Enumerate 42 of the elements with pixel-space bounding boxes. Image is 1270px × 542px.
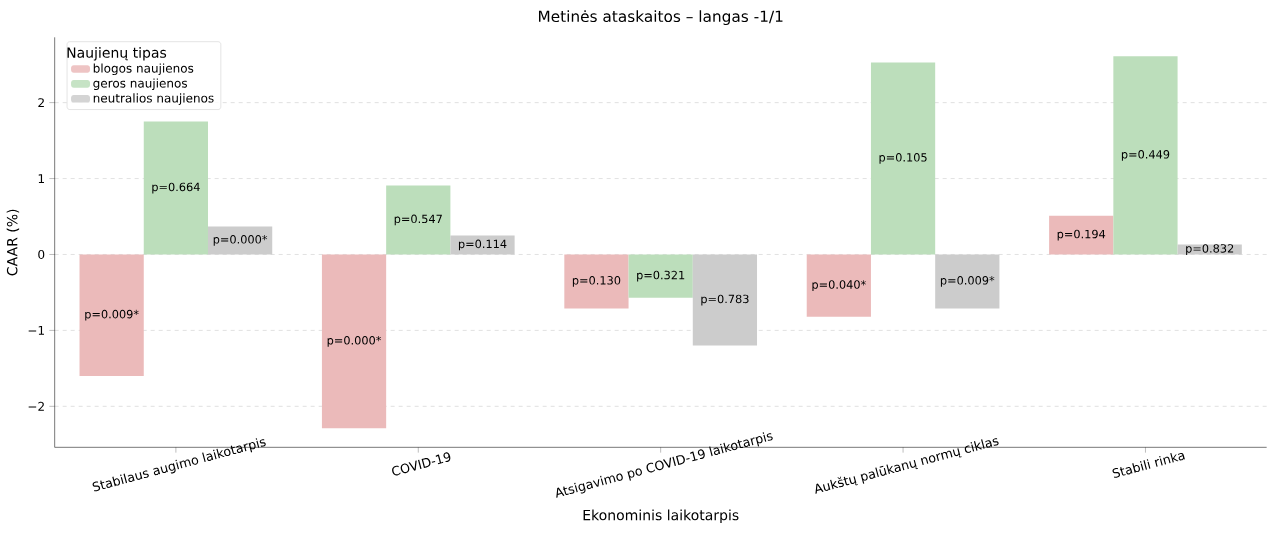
annotation: p=0.832 [1186,244,1234,255]
bar [79,254,144,376]
legend-label: geros naujienos [93,78,188,90]
chart-title: Metinės ataskaitos – langas -1/1 [538,10,783,26]
annotation: p=0.130 [572,276,621,287]
bar [692,254,758,346]
bar [935,254,1000,309]
annotation: p=0.547 [394,214,442,226]
bar [143,121,208,255]
annotation: p=0.114 [458,239,507,251]
annotation: p=0.009* [85,309,139,321]
y-tick-label: −2 [28,401,44,411]
legend-title: Naujienų tipas [67,47,167,61]
annotation: p=0.664 [152,182,200,194]
bar [806,254,871,317]
annotation: p=0.009* [940,276,995,287]
x-axis-title: Ekonominis laikotarpis [583,509,739,524]
bar [208,226,273,255]
y-axis-title: CAAR (%) [6,209,20,276]
legend-label: blogos naujienos [93,63,194,76]
annotation: p=0.449 [1121,150,1170,161]
y-tick-label: 0 [38,249,45,260]
y-tick-label: −1 [28,326,44,335]
y-tick-label: 2 [38,98,44,108]
bar [1049,215,1114,255]
x-tick-label: Stabili rinka [1112,452,1185,478]
bar [386,185,451,255]
bar [321,254,387,429]
y-tick-label: 1 [38,174,44,183]
annotation: p=0.000* [213,235,268,246]
bar [1113,56,1178,255]
annotation: p=0.105 [879,153,927,164]
annotation: p=0.783 [701,294,749,306]
annotation: p=0.040* [812,280,866,291]
legend-label: neutralios naujienos [93,93,214,105]
annotation: p=0.321 [637,270,685,282]
bar [564,254,629,309]
annotation: p=0.000* [327,336,382,347]
bar [628,254,693,298]
bar [870,62,936,255]
annotation: p=0.194 [1057,229,1106,241]
bar [450,235,515,255]
